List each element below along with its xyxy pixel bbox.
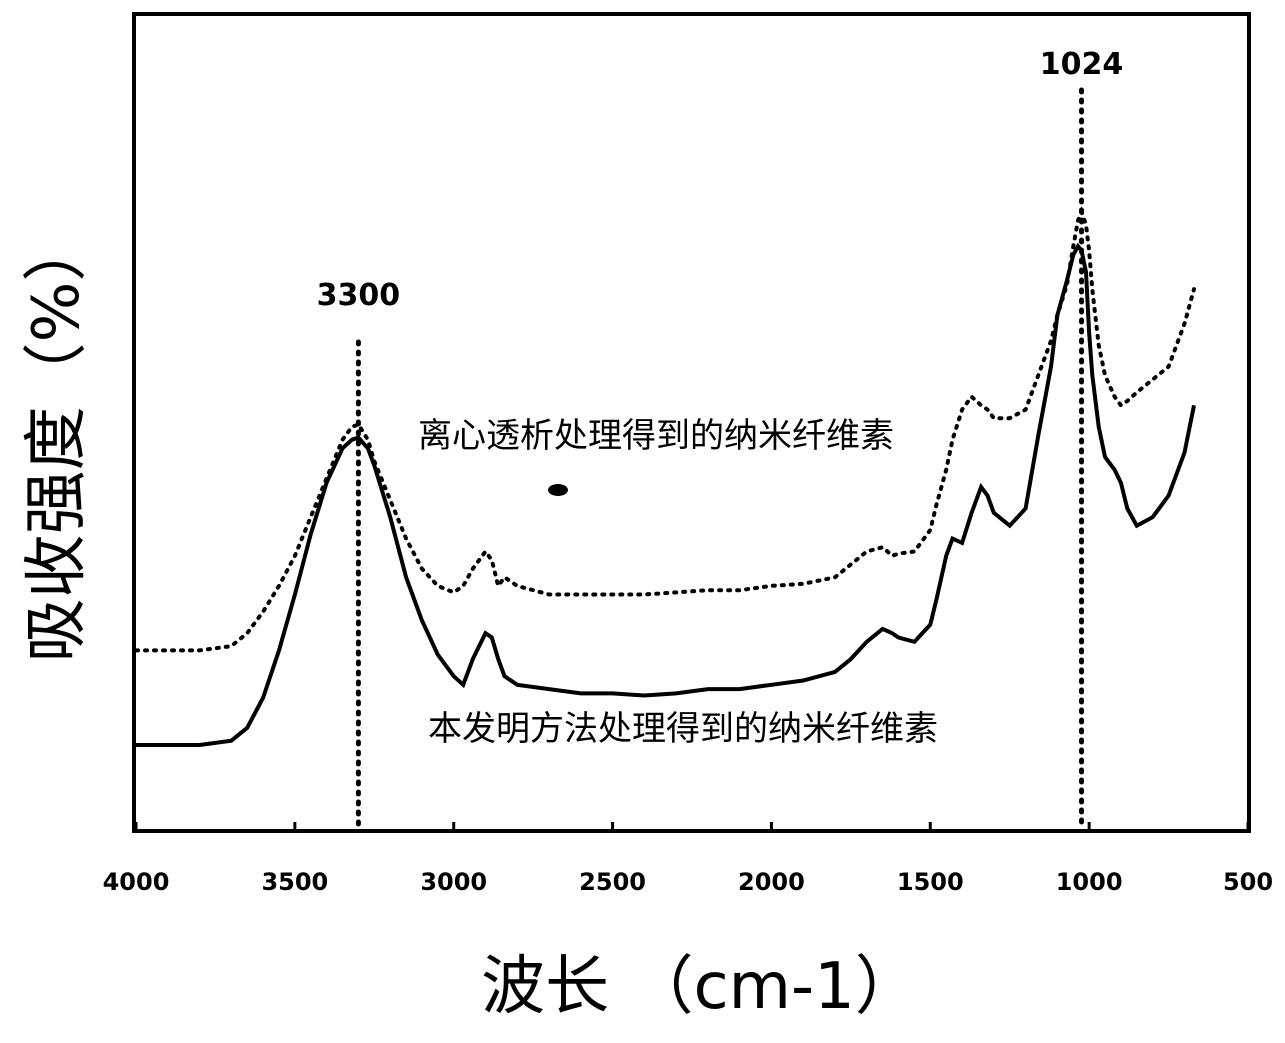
x-axis-title: 波长 （cm-1） xyxy=(481,950,919,1024)
x-axis-ticks: 4000 3500 3000 2500 2000 1500 1000 500 xyxy=(103,822,1273,896)
y-axis-title: 吸收强度（%） xyxy=(20,218,94,663)
x-tick-label: 500 xyxy=(1223,868,1273,896)
x-tick-label: 4000 xyxy=(103,868,170,896)
x-tick-label: 2500 xyxy=(579,868,646,896)
series-label-centrifuge-dialysis: 离心透析处理得到的纳米纤维素 xyxy=(418,416,894,456)
series-label-marker xyxy=(548,484,568,496)
x-tick-label: 1000 xyxy=(1056,868,1123,896)
peak-label-1024: 1024 xyxy=(1040,47,1124,82)
x-tick-label: 1500 xyxy=(897,868,964,896)
x-tick-label: 2000 xyxy=(738,868,805,896)
peak-label-3300: 3300 xyxy=(317,278,401,313)
x-tick-label: 3500 xyxy=(261,868,328,896)
series-label-invention-method: 本发明方法处理得到的纳米纤维素 xyxy=(428,709,938,749)
x-tick-label: 3000 xyxy=(420,868,487,896)
series-line-invention-method xyxy=(136,246,1194,745)
